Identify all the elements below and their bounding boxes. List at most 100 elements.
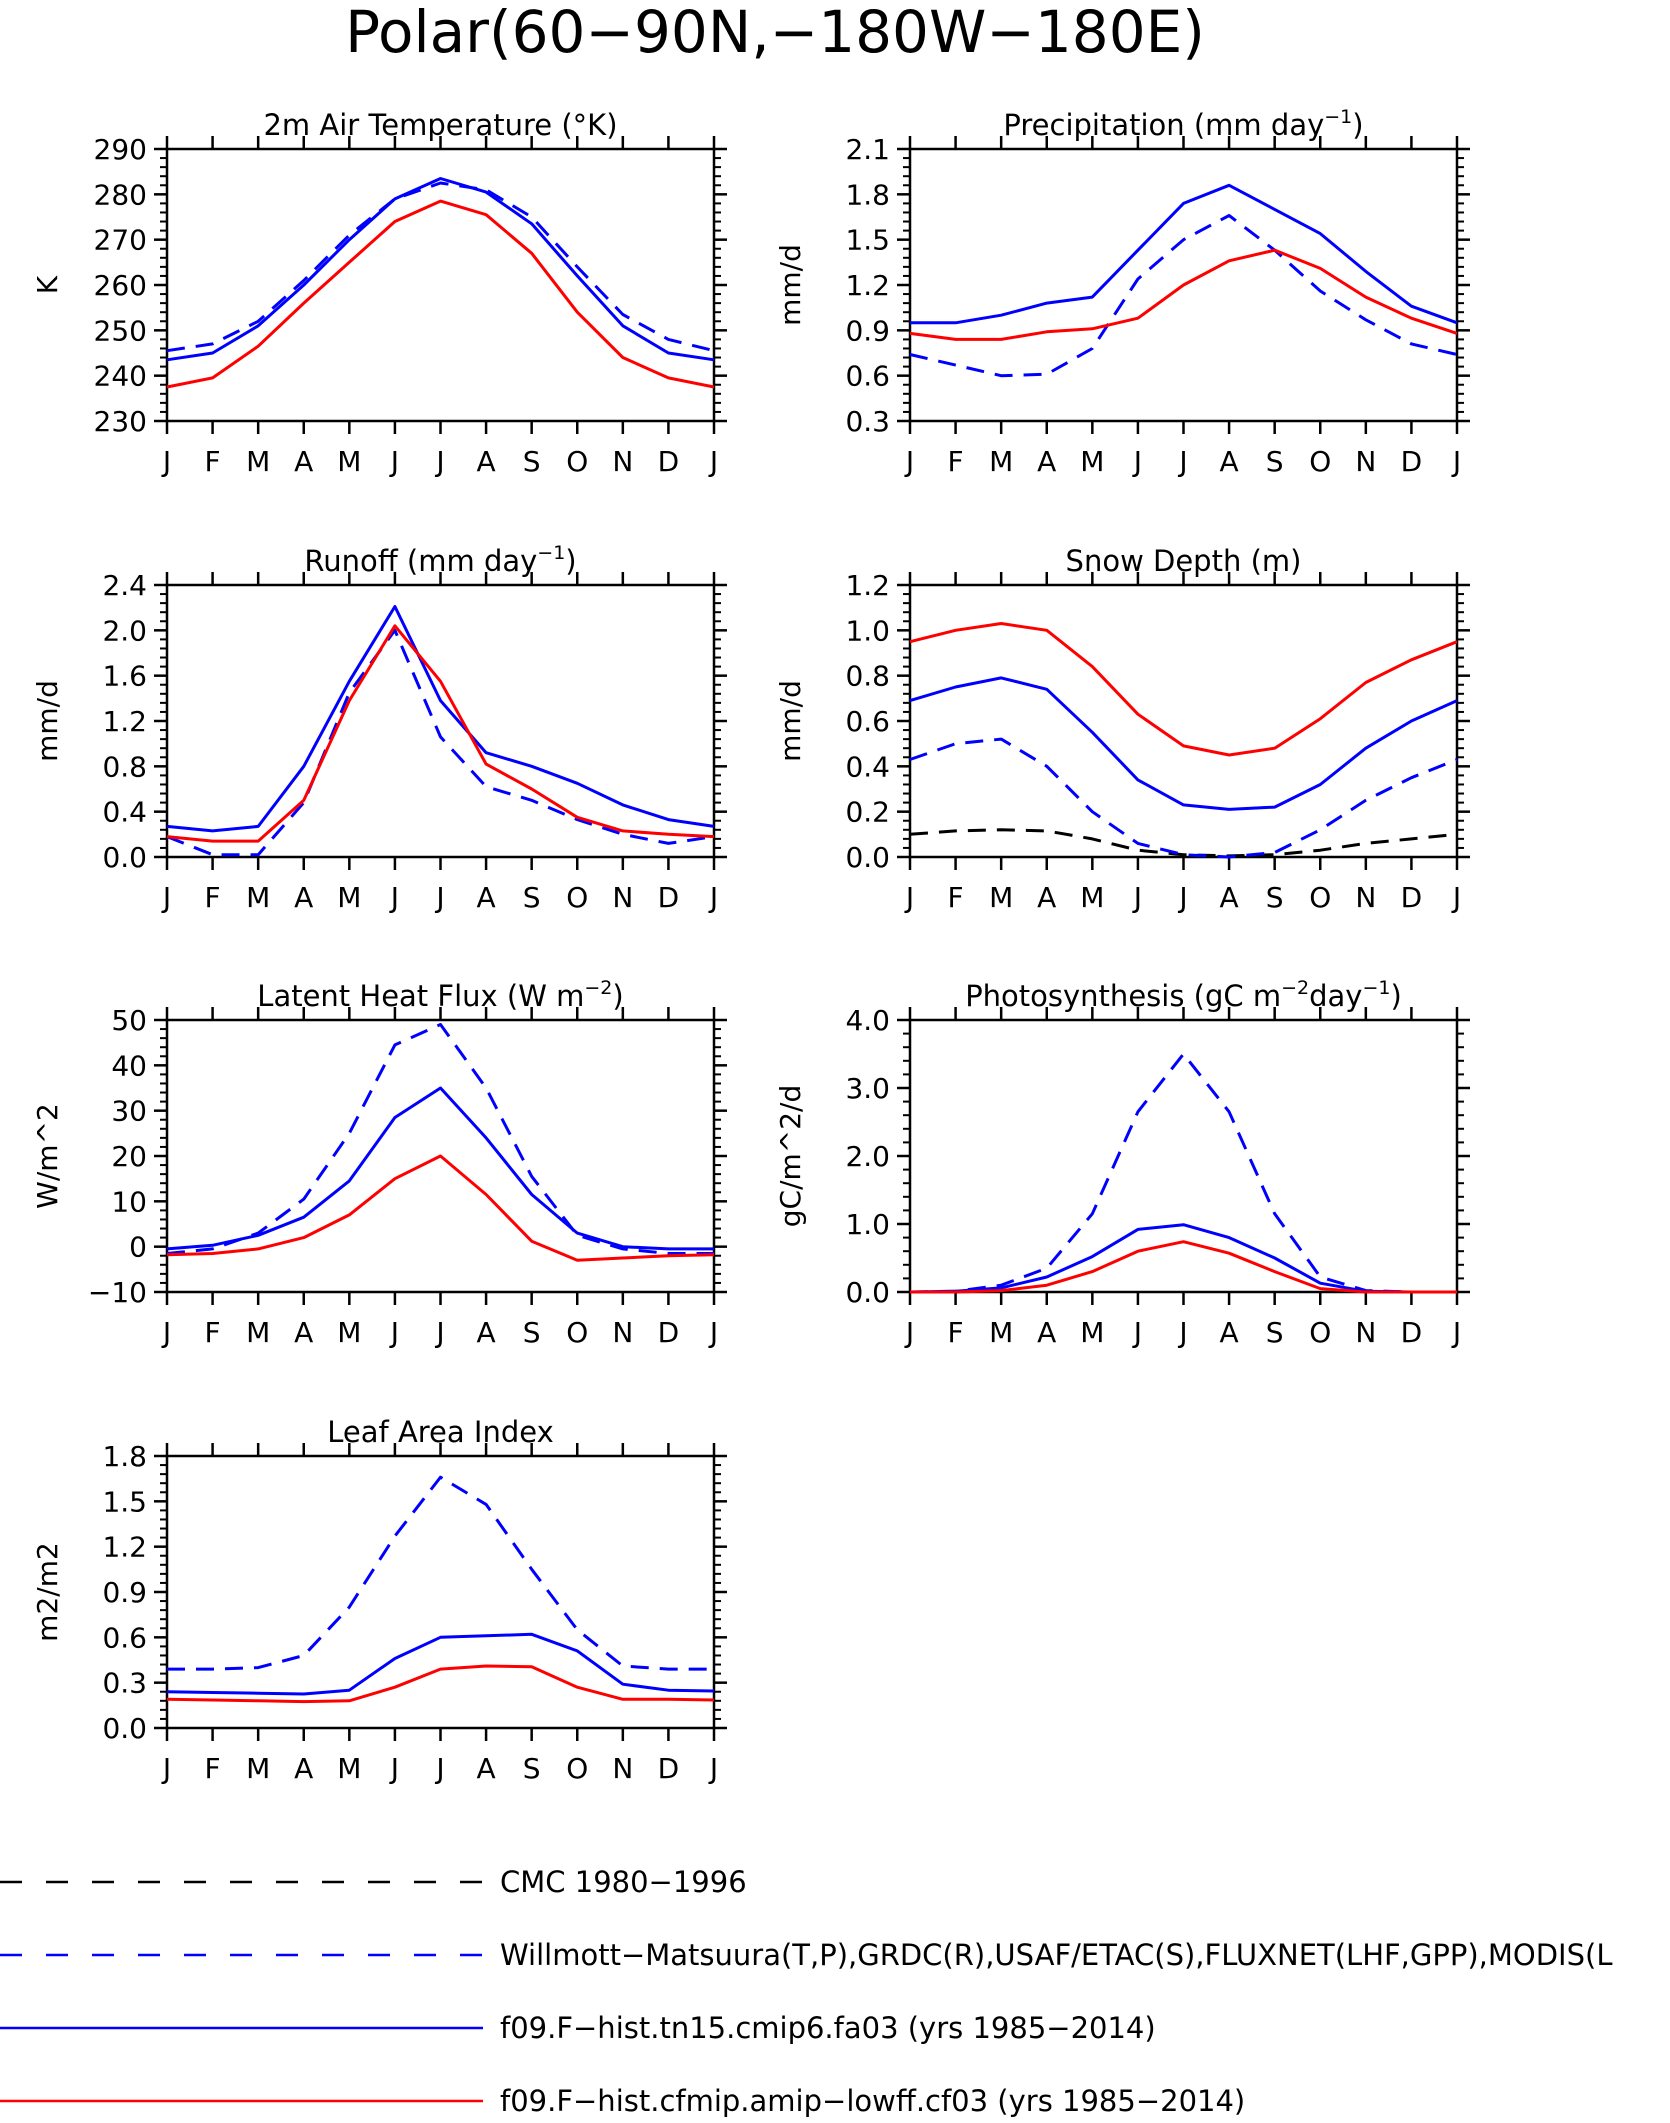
series-line-model2 [910,1240,1457,1294]
x-tick-label: A [294,881,313,914]
x-tick-label: A [477,1752,496,1785]
x-tick-label: J [1451,445,1461,478]
x-tick-label: A [1220,445,1239,478]
x-tick-label: J [904,445,914,478]
x-tick-label: S [1266,881,1284,914]
series-line-obs [167,1475,714,1671]
panel-snow: Snow Depth (m)mm/d0.00.20.40.60.81.01.2J… [774,544,1470,914]
x-tick-label: F [205,881,221,914]
y-tick-label: 40 [111,1049,147,1082]
x-tick-label: F [948,1316,964,1349]
x-tick-label: N [1355,881,1376,914]
series-line-obs [909,1052,1457,1294]
x-tick-label: M [246,881,270,914]
series-line-model1 [909,676,1458,811]
x-tick-label: A [1220,881,1239,914]
y-tick-label: 270 [94,224,147,257]
y-axis-label: m2/m2 [31,1542,64,1642]
x-tick-label: O [1309,1316,1331,1349]
x-tick-label: A [477,445,496,478]
y-axis-label: mm/d [774,244,807,326]
x-tick-label: D [1401,445,1423,478]
x-tick-label: D [1401,1316,1423,1349]
x-tick-label: J [708,1316,718,1349]
series-line-model2 [166,1664,715,1704]
y-tick-label: 1.0 [845,1208,890,1241]
x-tick-label: N [1355,1316,1376,1349]
x-tick-label: J [161,1316,171,1349]
x-tick-label: D [658,1316,680,1349]
x-tick-label: A [294,1316,313,1349]
y-axis-label: K [31,275,64,294]
y-tick-label: 0.6 [845,360,890,393]
x-tick-label: M [337,881,361,914]
y-tick-label: 290 [94,133,147,166]
x-tick-label: M [989,881,1013,914]
y-axis-label: mm/d [774,680,807,762]
x-tick-label: J [389,445,399,478]
plot-frame [165,1454,716,1730]
x-tick-label: O [566,445,588,478]
figure-title: Polar(60−90N,−180W−180E) [345,0,1205,66]
x-tick-label: A [294,1752,313,1785]
x-tick-label: J [1451,1316,1461,1349]
x-tick-label: M [337,445,361,478]
x-tick-label: M [1080,445,1104,478]
panel-runoff: Runoff (mm day−1) mm/d 0.0 0.4 0.8 1.2 1.6 2.0 2… [31,542,727,914]
x-tick-label: O [1309,445,1331,478]
panel-lhf: Latent Heat Flux (W m−2) W/m^2 −10 0 10 20 30 4… [31,977,727,1349]
series-line-obs [166,1023,714,1255]
x-tick-label: M [1080,1316,1104,1349]
series-line-obs [166,181,715,353]
x-tick-label: S [523,1752,541,1785]
series-line-obs [909,737,1458,859]
y-tick-label: 1.2 [845,569,890,602]
y-tick-label: 1.2 [845,269,890,302]
x-tick-label: D [658,1752,680,1785]
x-tick-label: J [904,1316,914,1349]
panel-title: Latent Heat Flux (W m−2) [257,977,623,1013]
x-tick-label: S [523,881,541,914]
y-tick-label: 10 [111,1185,147,1218]
y-tick-label: 1.8 [845,178,890,211]
x-tick-label: N [612,881,633,914]
x-tick-label: J [904,881,914,914]
x-tick-label: M [989,1316,1013,1349]
y-tick-label: 250 [94,314,147,347]
y-tick-label: 0.4 [102,796,147,829]
x-tick-label: J [161,881,171,914]
x-tick-label: J [1132,1316,1142,1349]
series-line-cmc [909,828,1458,858]
x-tick-label: J [161,445,171,478]
x-tick-label: M [337,1752,361,1785]
y-tick-label: 2.0 [845,1140,890,1173]
y-tick-label: 4.0 [845,1004,890,1037]
plot-frame [165,147,716,423]
y-tick-label: 0.6 [102,1621,147,1654]
x-tick-label: A [1037,881,1056,914]
y-tick-label: 1.8 [102,1440,147,1473]
y-tick-label: 30 [111,1095,147,1128]
x-tick-label: F [205,445,221,478]
series-line-model2 [166,1154,715,1262]
y-axis-label: mm/d [31,680,64,762]
x-tick-label: A [1220,1316,1239,1349]
x-tick-label: J [434,445,444,478]
x-tick-label: J [389,1316,399,1349]
legend-label-model2: f09.F−hist.cfmip.amip−lowff.cf03 (yrs 19… [500,2084,1245,2118]
x-tick-label: F [205,1316,221,1349]
x-tick-label: N [612,1752,633,1785]
y-tick-label: 50 [111,1004,147,1037]
x-tick-label: N [612,445,633,478]
x-tick-label: D [658,445,680,478]
y-tick-label: 1.2 [102,1531,147,1564]
x-tick-label: J [1177,881,1187,914]
legend-label-cmc: CMC 1980−1996 [500,1865,747,1899]
x-tick-label: J [1132,881,1142,914]
x-tick-label: J [434,881,444,914]
y-tick-label: 0.0 [845,1276,890,1309]
y-tick-label: 0.0 [845,841,890,874]
series-line-model1 [166,177,715,362]
x-tick-label: M [246,445,270,478]
y-axis-label: W/m^2 [31,1103,64,1209]
